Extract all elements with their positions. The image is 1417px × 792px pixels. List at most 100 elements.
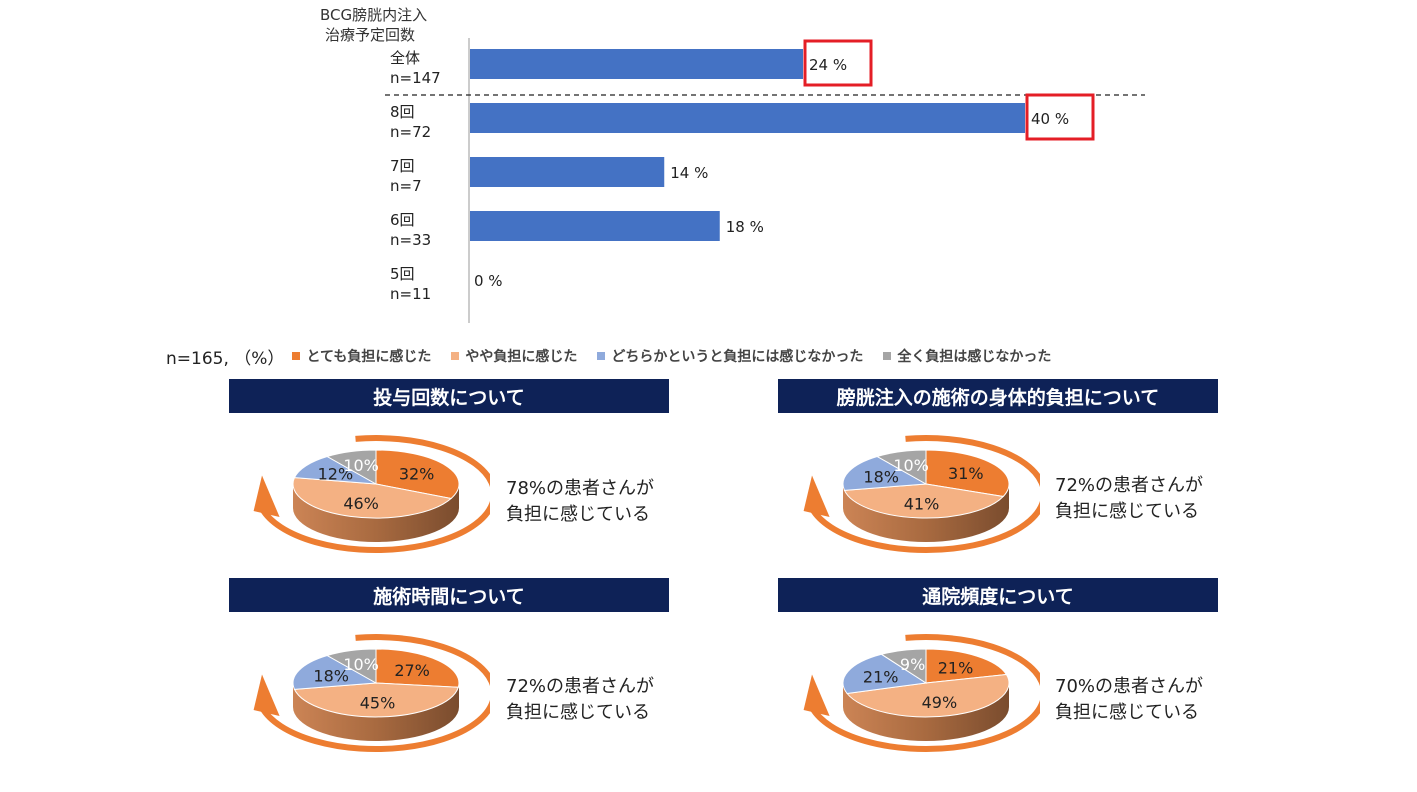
pie-side xyxy=(843,484,1009,542)
highlight-box xyxy=(803,39,873,87)
legend-item-very-burdensome: とても負担に感じた xyxy=(292,346,431,366)
pie-caption-physical-burden: 72%の患者さんが 負担に感じている xyxy=(1055,473,1203,525)
slice-very-burdensome xyxy=(375,648,460,688)
circular-arrow xyxy=(809,435,1040,554)
pie-caption-procedure-time: 72%の患者さんが 負担に感じている xyxy=(506,674,654,726)
caption-line: 70%の患者さんが xyxy=(1055,676,1204,697)
slice-not-burdensome xyxy=(325,648,377,684)
bar-value-label: 24 % xyxy=(809,56,847,74)
slice-value-label: 21% xyxy=(938,658,974,677)
category-n-label: n=72 xyxy=(390,123,431,141)
slice-value-label: 12% xyxy=(318,464,354,483)
caption-line: 78%の患者さんが xyxy=(506,478,655,499)
slice-somewhat-burdensome xyxy=(846,673,1010,718)
legend-prefix: n=165, （%） xyxy=(166,348,285,369)
legend-swatch xyxy=(451,352,460,360)
slice-value-label: 46% xyxy=(343,494,379,513)
slice-not-very-burdensome xyxy=(292,654,378,690)
category-n-label: n=33 xyxy=(390,231,431,249)
category-label: 7回 xyxy=(390,157,415,175)
pie-chart-physical-burden: 31% 41% 18%10% xyxy=(803,435,1040,554)
caption-line: 72%の患者さんが xyxy=(1055,475,1204,496)
bar xyxy=(470,49,803,79)
circular-arrow xyxy=(259,435,490,554)
slice-value-label: 45% xyxy=(360,694,396,713)
caption-line: 72%の患者さんが xyxy=(506,676,655,697)
slice-value-label: 21% xyxy=(863,667,899,686)
panel-title-text: 膀胱注入の施術の身体的負担について xyxy=(836,386,1160,409)
circular-arrow xyxy=(259,634,490,753)
slice-value-label: 10% xyxy=(343,456,379,475)
caption-line: 負担に感じている xyxy=(506,702,650,723)
arrow-head xyxy=(803,475,830,517)
panel-title-text: 施術時間について xyxy=(373,585,525,608)
arrow-head xyxy=(803,674,830,716)
slice-value-label: 27% xyxy=(394,661,430,680)
pie-chart-visit-frequency: 21%49%21%9% xyxy=(803,634,1040,753)
pie-chart-procedure-time: 27% 45% 18%10% xyxy=(253,634,490,753)
legend-label: とても負担に感じた xyxy=(306,349,432,365)
caption-line: 負担に感じている xyxy=(1055,501,1199,522)
pie-side xyxy=(843,683,1009,741)
caption-line: 負担に感じている xyxy=(1055,702,1199,723)
legend-label: 全く負担は感じなかった xyxy=(897,349,1052,365)
legend-swatch xyxy=(597,352,606,360)
slice-value-label: 10% xyxy=(343,655,379,674)
category-n-label: n=11 xyxy=(390,285,431,303)
legend-item-somewhat-burdensome: やや負担に感じた xyxy=(451,346,577,366)
pie-side xyxy=(293,484,459,542)
caption-line: 負担に感じている xyxy=(506,504,650,525)
category-n-label: n=7 xyxy=(390,177,422,195)
legend-label: やや負担に感じた xyxy=(465,349,578,365)
legend-item-not-burdensome: 全く負担は感じなかった xyxy=(883,346,1051,366)
y-axis-title: BCG膀胱内注入 xyxy=(320,6,427,24)
legend: n=165, （%） とても負担に感じた やや負担に感じた どちらかというと負担… xyxy=(166,343,1071,369)
category-label: 5回 xyxy=(390,265,415,283)
slice-somewhat-burdensome xyxy=(292,477,453,519)
bar xyxy=(470,211,720,241)
slice-not-very-burdensome xyxy=(293,455,377,485)
bar xyxy=(470,103,1025,133)
category-n-label: n=147 xyxy=(390,69,441,87)
circular-arrow xyxy=(809,634,1040,753)
slice-very-burdensome xyxy=(375,449,460,500)
slice-somewhat-burdensome xyxy=(293,682,459,718)
slice-very-burdensome xyxy=(925,648,1008,684)
pie-caption-visit-frequency: 70%の患者さんが 負担に感じている xyxy=(1055,674,1203,726)
panel-title-physical-burden: 膀胱注入の施術の身体的負担について xyxy=(778,379,1218,413)
pie-side xyxy=(293,683,459,741)
arrow-head xyxy=(253,475,280,517)
slice-value-label: 10% xyxy=(893,456,929,475)
slice-not-burdensome xyxy=(880,648,927,684)
slice-value-label: 18% xyxy=(863,468,899,487)
slice-not-very-burdensome xyxy=(842,653,928,695)
slice-not-burdensome xyxy=(325,449,377,485)
slice-very-burdensome xyxy=(925,449,1010,498)
bar-value-label: 14 % xyxy=(670,164,708,182)
slice-value-label: 31% xyxy=(948,464,984,483)
panel-title-text: 通院頻度について xyxy=(922,585,1074,608)
slice-not-very-burdensome xyxy=(842,455,928,491)
y-axis-title: 治療予定回数 xyxy=(325,26,415,44)
bar-value-label: 40 % xyxy=(1031,110,1069,128)
slice-value-label: 32% xyxy=(399,464,435,483)
bar-value-label: 18 % xyxy=(726,218,764,236)
slice-value-label: 49% xyxy=(922,693,958,712)
panel-title-text: 投与回数について xyxy=(373,386,525,409)
category-label: 8回 xyxy=(390,103,415,121)
slice-value-label: 9% xyxy=(900,655,925,674)
legend-item-not-very-burdensome: どちらかというと負担には感じなかった xyxy=(597,346,863,366)
category-label: 6回 xyxy=(390,211,415,229)
slice-not-burdensome xyxy=(875,449,927,485)
highlight-box xyxy=(1025,93,1095,141)
panel-title-procedure-time: 施術時間について xyxy=(229,578,669,612)
legend-swatch xyxy=(883,352,892,360)
legend-label: どちらかというと負担には感じなかった xyxy=(611,349,864,365)
panel-title-dosing-count: 投与回数について xyxy=(229,379,669,413)
panel-title-visit-frequency: 通院頻度について xyxy=(778,578,1218,612)
category-label: 全体 xyxy=(390,49,420,67)
bar-value-label: 0 % xyxy=(474,272,503,290)
slice-value-label: 18% xyxy=(313,667,349,686)
pie-chart-dosing-count: 32% 46% 12%10% xyxy=(253,435,490,554)
